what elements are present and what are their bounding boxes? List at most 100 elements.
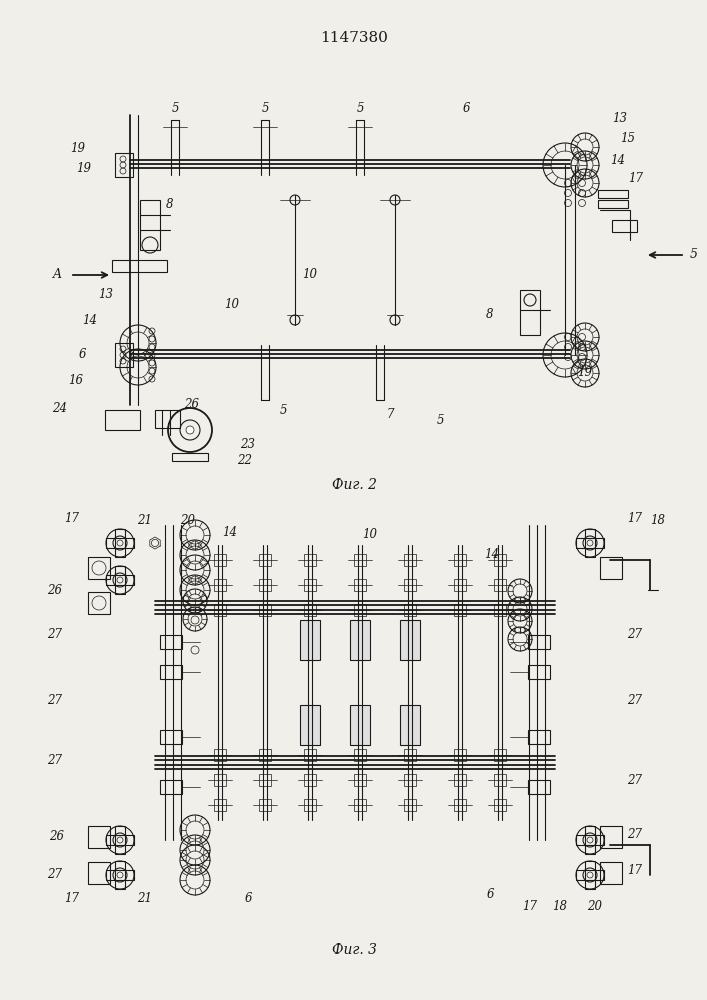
Bar: [300, 620, 320, 660]
Bar: [259, 579, 271, 591]
Text: 5: 5: [690, 248, 698, 261]
Bar: [115, 861, 125, 889]
Bar: [88, 826, 110, 848]
Bar: [585, 861, 595, 889]
Bar: [600, 826, 622, 848]
Bar: [259, 554, 271, 566]
Bar: [304, 604, 316, 616]
Bar: [88, 592, 110, 614]
Text: 13: 13: [612, 111, 628, 124]
Bar: [404, 604, 416, 616]
Bar: [115, 343, 133, 367]
Text: 14: 14: [484, 548, 500, 562]
Text: 22: 22: [238, 454, 252, 466]
Bar: [600, 557, 622, 579]
Bar: [160, 665, 182, 679]
Bar: [259, 799, 271, 811]
Bar: [600, 862, 622, 884]
Text: 27: 27: [47, 754, 62, 766]
Text: 24: 24: [52, 401, 67, 414]
Text: 10: 10: [225, 298, 240, 312]
Circle shape: [186, 426, 194, 434]
Bar: [106, 538, 134, 548]
Text: 27: 27: [628, 629, 643, 642]
Text: 7: 7: [386, 408, 394, 422]
Bar: [404, 774, 416, 786]
Bar: [400, 620, 420, 660]
Bar: [155, 410, 180, 428]
Text: 8: 8: [486, 308, 493, 322]
Text: 17: 17: [628, 863, 643, 876]
Text: 17: 17: [629, 172, 643, 184]
Bar: [304, 799, 316, 811]
Text: 8: 8: [166, 198, 174, 212]
Bar: [304, 774, 316, 786]
Text: 5: 5: [356, 102, 363, 114]
Bar: [259, 749, 271, 761]
Bar: [454, 749, 466, 761]
Bar: [259, 604, 271, 616]
Bar: [528, 665, 550, 679]
Bar: [404, 554, 416, 566]
Text: 17: 17: [64, 892, 79, 904]
Bar: [576, 835, 604, 845]
Text: 23: 23: [240, 438, 255, 452]
Text: 27: 27: [628, 774, 643, 786]
Bar: [354, 604, 366, 616]
Text: 6: 6: [78, 349, 86, 361]
Text: 5: 5: [262, 102, 269, 114]
Bar: [350, 620, 370, 660]
Text: 15: 15: [621, 131, 636, 144]
Text: 5: 5: [171, 102, 179, 114]
Bar: [400, 705, 420, 745]
Bar: [454, 554, 466, 566]
Text: 27: 27: [628, 694, 643, 706]
Bar: [214, 749, 226, 761]
Bar: [454, 604, 466, 616]
Bar: [112, 260, 167, 272]
Text: 19: 19: [76, 161, 91, 174]
Text: 5: 5: [436, 414, 444, 426]
Bar: [214, 579, 226, 591]
Bar: [612, 220, 637, 232]
Text: 14: 14: [83, 314, 98, 326]
Text: 20: 20: [588, 900, 602, 914]
Text: A: A: [53, 268, 62, 282]
Bar: [115, 529, 125, 557]
Bar: [494, 774, 506, 786]
Text: 27: 27: [47, 694, 62, 706]
Bar: [494, 749, 506, 761]
Bar: [454, 774, 466, 786]
Bar: [494, 604, 506, 616]
Bar: [528, 730, 550, 744]
Text: 6: 6: [244, 892, 252, 904]
Bar: [259, 774, 271, 786]
Bar: [354, 554, 366, 566]
Text: 6: 6: [462, 102, 469, 114]
Bar: [354, 579, 366, 591]
Bar: [106, 575, 134, 585]
Bar: [115, 566, 125, 594]
Bar: [528, 780, 550, 794]
Text: 14: 14: [223, 526, 238, 540]
Bar: [105, 410, 140, 430]
Bar: [454, 799, 466, 811]
Bar: [354, 799, 366, 811]
Bar: [304, 579, 316, 591]
Bar: [576, 538, 604, 548]
Bar: [115, 826, 125, 854]
Bar: [106, 870, 134, 880]
Text: 26: 26: [185, 398, 199, 412]
Bar: [494, 579, 506, 591]
Bar: [494, 554, 506, 566]
Bar: [304, 554, 316, 566]
Text: 19: 19: [578, 366, 592, 379]
Text: 26: 26: [47, 584, 62, 596]
Bar: [528, 635, 550, 649]
Bar: [300, 705, 320, 745]
Bar: [214, 554, 226, 566]
Bar: [350, 705, 370, 745]
Bar: [598, 200, 628, 208]
Text: 13: 13: [98, 288, 114, 302]
Text: 17: 17: [64, 512, 79, 524]
